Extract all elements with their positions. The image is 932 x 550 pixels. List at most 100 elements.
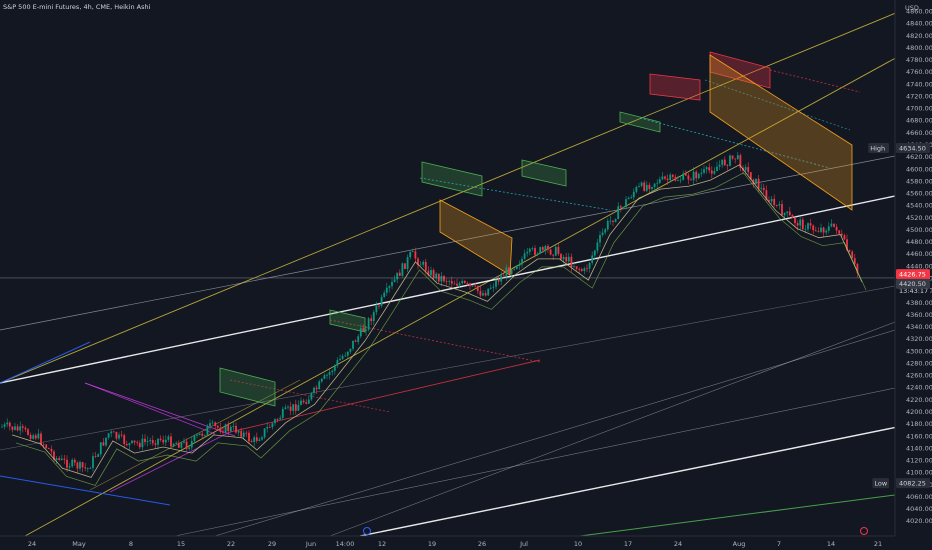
candle-body [778, 204, 781, 206]
candle-body [495, 280, 497, 287]
candle-body [47, 448, 50, 449]
candle-body [528, 248, 531, 252]
candle-body [718, 164, 721, 167]
price-tick-label: 4200.00 [906, 408, 932, 416]
candle-body [786, 211, 789, 213]
candle-body [731, 155, 734, 159]
low-badge-box [896, 478, 930, 489]
candle-body [510, 269, 513, 274]
price-tick-label: 4860.00 [906, 8, 932, 16]
low-badge-label: Low [874, 479, 887, 487]
candle-body [648, 184, 651, 189]
time-tick-label: 8 [129, 540, 133, 548]
price-tick-label: 4300.00 [906, 347, 932, 355]
flag-box-red [649, 73, 701, 101]
candle-body [783, 212, 786, 216]
candle-body [188, 447, 191, 449]
candle-body [500, 275, 503, 282]
candle-body [50, 448, 53, 452]
candle-body [222, 431, 224, 433]
trend-line-gray [174, 387, 896, 537]
candle-body [372, 312, 375, 322]
candle-body [118, 434, 120, 439]
candle-body [573, 266, 575, 268]
high-badge-value: 4634.50 [899, 144, 926, 152]
candle-body [739, 155, 742, 168]
candle-body [835, 226, 838, 231]
candle-body [14, 426, 16, 430]
candle-body [206, 426, 209, 436]
price-tick-label: 4620.00 [906, 153, 932, 161]
candle-body [92, 456, 94, 468]
time-axis[interactable] [0, 536, 895, 550]
price-tick-label: 4780.00 [906, 56, 932, 64]
candle-body [177, 442, 180, 448]
moving-average-layer [11, 164, 867, 486]
candle-body [630, 197, 633, 199]
candle-body [554, 246, 557, 256]
candle-body [385, 287, 388, 293]
candle-body [172, 443, 175, 447]
price-tick-label: 4560.00 [906, 190, 932, 198]
price-axis-ticks: 4860.00 4840.00 4820.00 4800.00 4780.00 4760.… [906, 8, 932, 526]
candle-body [362, 328, 365, 332]
price-tick-label: 4680.00 [906, 117, 932, 125]
candle-body [677, 180, 679, 182]
candle-body [258, 439, 261, 441]
candle-body [406, 257, 409, 270]
candle-body [422, 261, 425, 265]
candle-body [141, 438, 144, 448]
candle-body [440, 275, 443, 282]
crosshair-badge-box [896, 278, 930, 289]
candle-body [424, 261, 427, 271]
candle-body [656, 182, 659, 184]
candle-body [378, 305, 380, 307]
candle-body [539, 247, 542, 254]
price-tick-label: 4660.00 [906, 129, 932, 137]
candle-body [151, 440, 154, 444]
price-tick-label: 4840.00 [906, 20, 932, 28]
candle-body [94, 456, 97, 457]
price-tick-label: 4240.00 [906, 384, 932, 392]
candle-body [341, 355, 344, 359]
candle-body [531, 248, 534, 249]
candle-body [68, 466, 71, 468]
candle-body [544, 245, 547, 250]
candle-body [814, 230, 817, 232]
candle-body [417, 258, 419, 265]
candle-body [292, 404, 295, 411]
candle-body [370, 318, 373, 322]
candle-body [71, 459, 74, 467]
price-tick-label: 4820.00 [906, 32, 932, 40]
candle-body [216, 425, 219, 428]
candle-body [133, 440, 136, 443]
trend-line-blue [0, 475, 171, 506]
candle-body [146, 441, 149, 443]
last-price-badge-box [896, 269, 930, 280]
time-tick-label: 14 [827, 540, 835, 548]
candle-body [744, 167, 747, 171]
candle-body [3, 424, 6, 427]
candle-body [255, 437, 258, 441]
candle-body [809, 223, 812, 226]
candle-body [123, 435, 126, 444]
candle-body [669, 174, 672, 181]
candle-body [474, 285, 477, 287]
price-tick-label: 4120.00 [906, 457, 932, 465]
candle-body [313, 387, 315, 393]
candle-body [11, 426, 14, 430]
candle-body [747, 167, 750, 173]
candle-body [617, 206, 620, 220]
candle-body [29, 434, 32, 439]
session-marker-icon[interactable] [363, 527, 371, 535]
event-marker-icon[interactable] [860, 527, 868, 535]
candle-body [388, 286, 391, 288]
candle-body [60, 458, 63, 461]
trend-line-gray [329, 321, 896, 537]
price-tick-label: 4600.00 [906, 165, 932, 173]
candle-body [404, 263, 406, 270]
falling-channel [439, 199, 513, 276]
candle-body [287, 406, 289, 408]
candle-body [250, 441, 253, 443]
